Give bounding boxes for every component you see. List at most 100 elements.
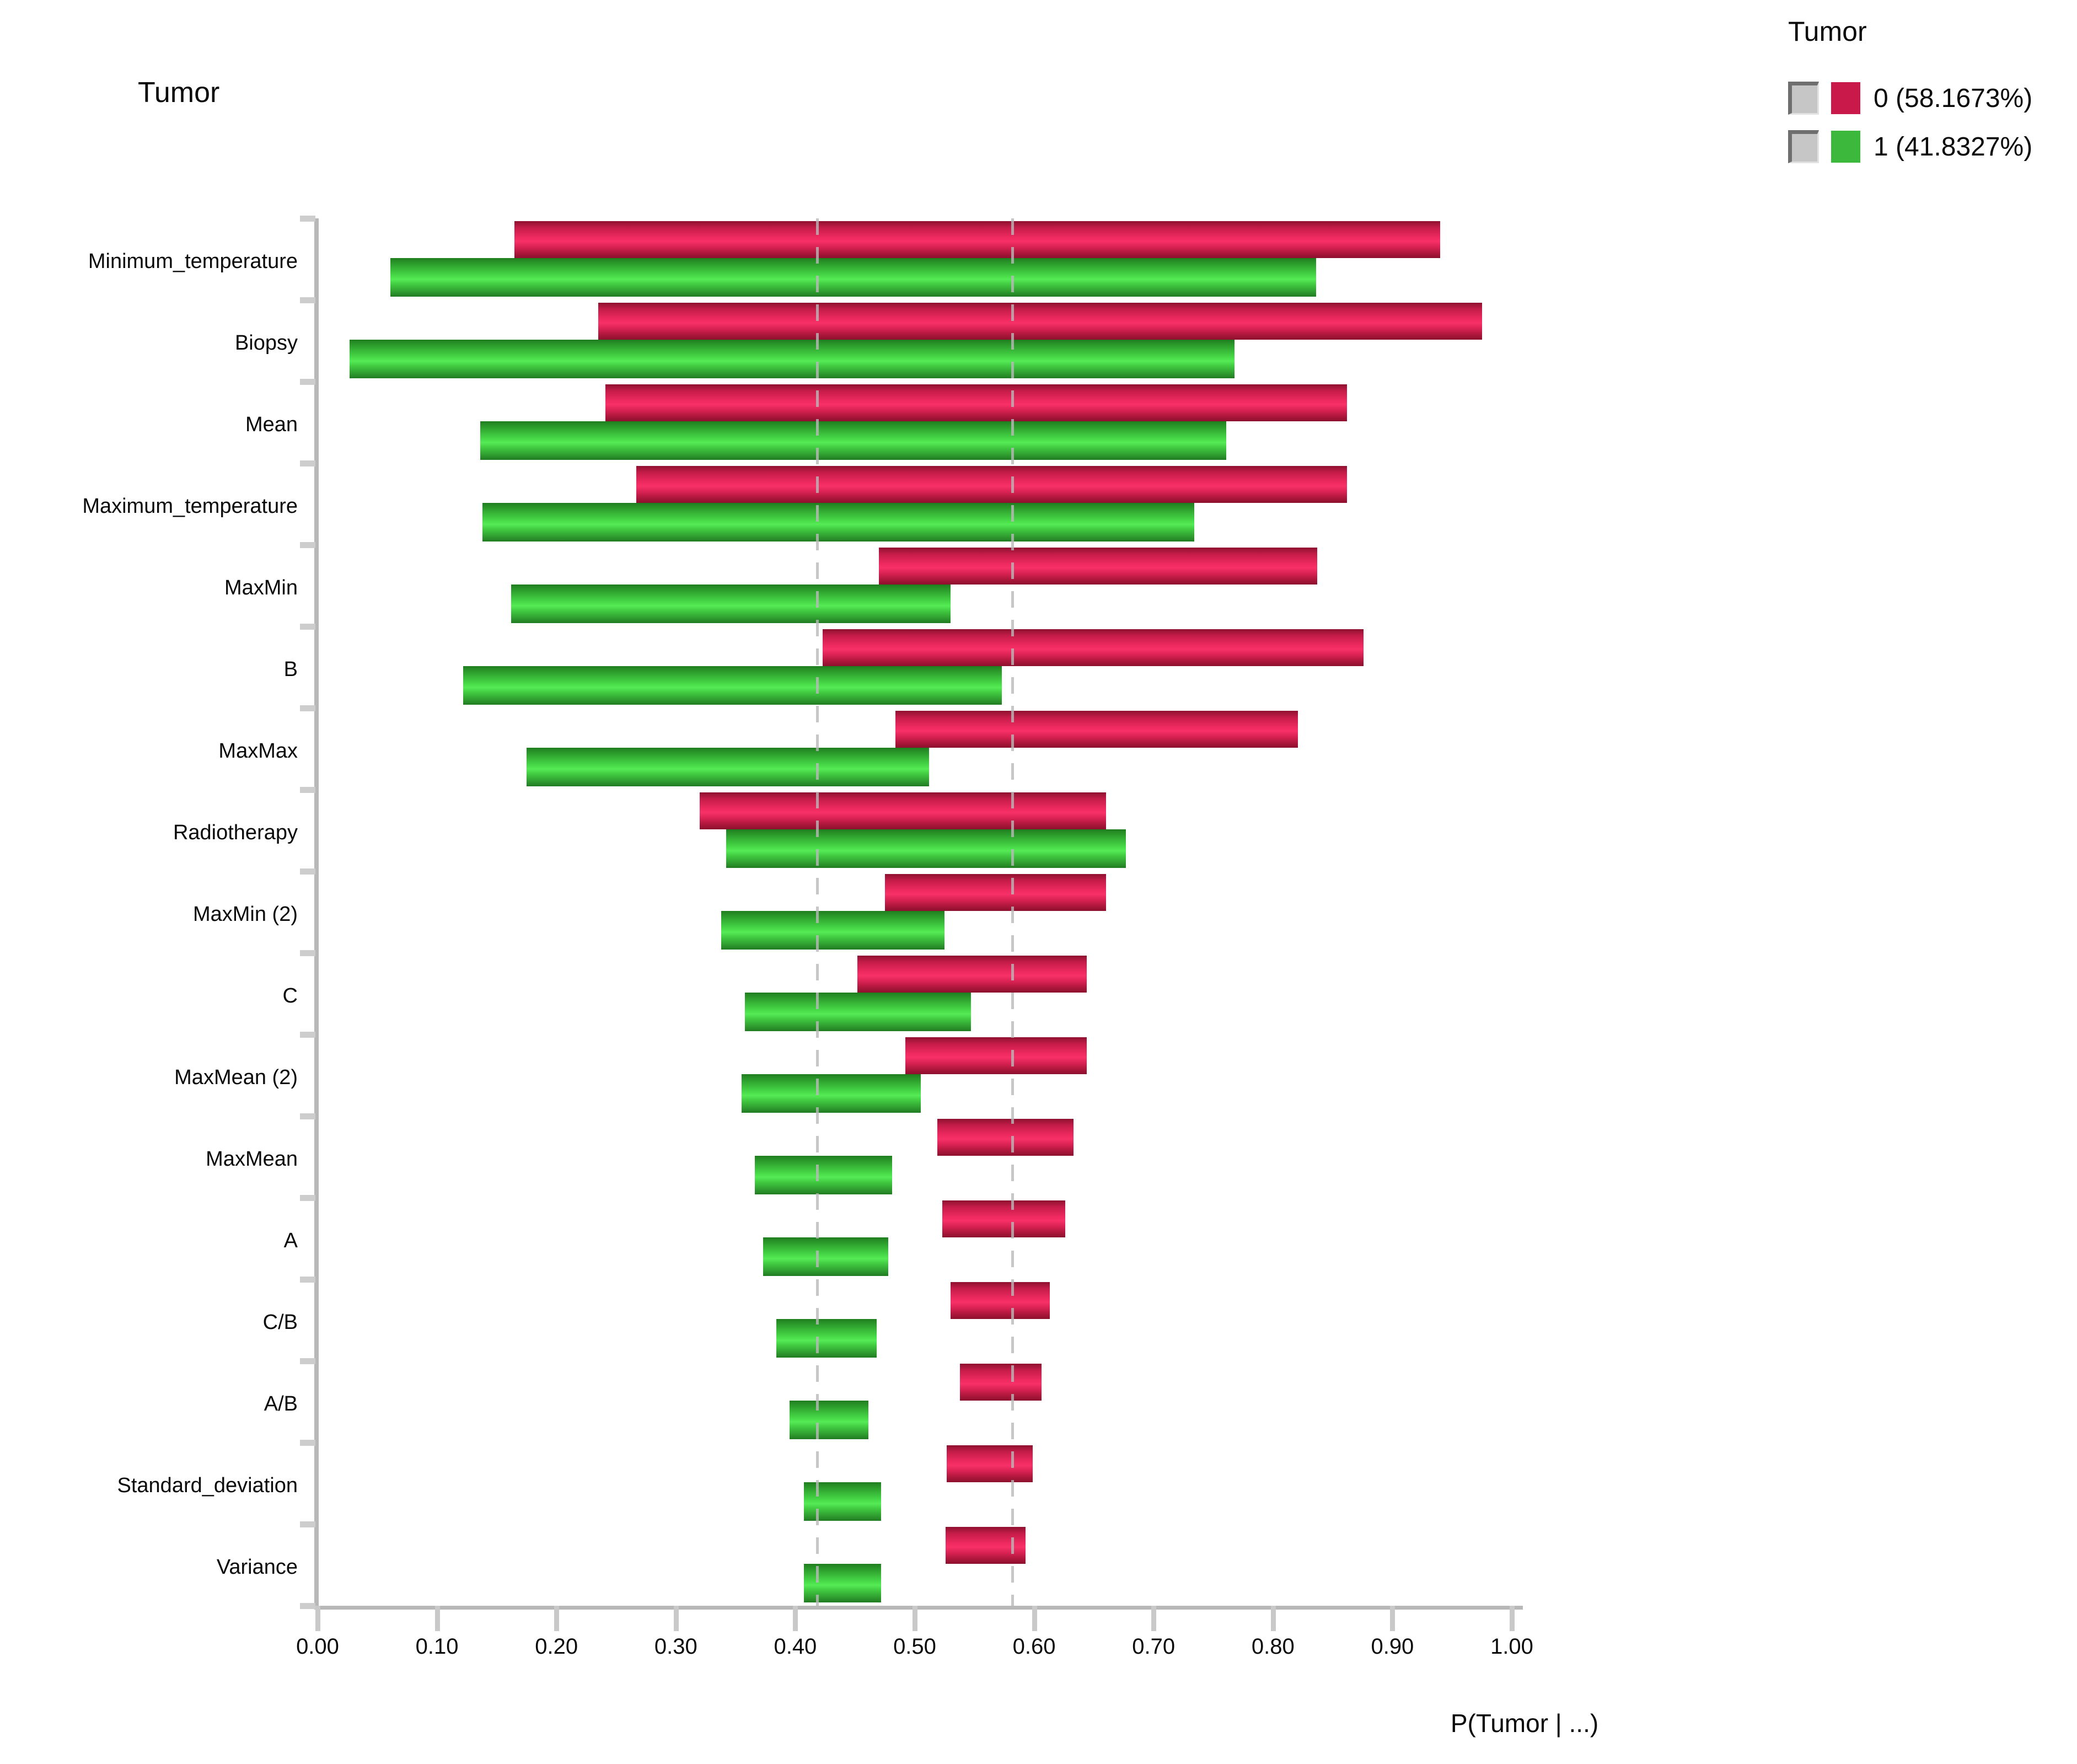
bar-state0[interactable] [884, 874, 1106, 911]
x-axis-tick [1151, 1606, 1157, 1631]
y-axis-tick [300, 297, 315, 303]
x-axis-tick [1270, 1606, 1276, 1631]
category-label: A [283, 1229, 298, 1252]
bar-state1[interactable] [745, 993, 971, 1031]
x-tick-label: 0.10 [415, 1634, 459, 1659]
legend-color-swatch [1831, 131, 1860, 163]
x-axis-tick [315, 1606, 320, 1631]
legend-title: Tumor [1788, 16, 1867, 47]
y-axis-tick [300, 1521, 315, 1527]
bar-state0[interactable] [950, 1282, 1050, 1319]
bar-state0[interactable] [700, 792, 1106, 829]
category-label: MaxMean [206, 1148, 298, 1171]
chart-title: Tumor [138, 77, 220, 109]
legend-checkbox[interactable] [1788, 82, 1819, 115]
bar-state0[interactable] [960, 1364, 1042, 1401]
category-label: C [282, 984, 298, 1007]
y-axis-line [314, 218, 319, 1609]
x-tick-label: 0.50 [893, 1634, 936, 1659]
legend-color-swatch [1831, 82, 1860, 114]
y-axis-tick [300, 542, 315, 548]
bar-state0[interactable] [947, 1445, 1033, 1482]
bar-state1[interactable] [754, 1156, 892, 1194]
y-axis-tick [300, 950, 315, 956]
bar-state1[interactable] [527, 748, 929, 786]
x-axis-tick [554, 1606, 560, 1631]
bar-state1[interactable] [803, 1564, 882, 1602]
legend-item-label: 0 (58.1673%) [1874, 83, 2033, 113]
x-axis-tick [793, 1606, 798, 1631]
x-tick-label: 0.80 [1251, 1634, 1295, 1659]
category-label: Radiotherapy [173, 821, 298, 844]
x-tick-label: 0.40 [774, 1634, 817, 1659]
x-axis-tick [434, 1606, 440, 1631]
x-tick-label: 1.00 [1490, 1634, 1533, 1659]
category-label: Minimum_temperature [88, 250, 298, 273]
y-axis-tick [300, 705, 315, 711]
bar-state0[interactable] [942, 1200, 1065, 1237]
y-axis-tick [300, 1603, 315, 1609]
bar-state1[interactable] [721, 911, 945, 950]
y-axis-tick [300, 1358, 315, 1364]
category-label: MaxMax [218, 739, 298, 763]
bar-state1[interactable] [726, 829, 1126, 868]
y-axis-tick [300, 868, 315, 875]
category-label: MaxMean (2) [174, 1066, 298, 1089]
bar-state0[interactable] [605, 384, 1348, 421]
x-axis-tick [1032, 1606, 1037, 1631]
category-label: MaxMin [224, 576, 298, 599]
bar-state0[interactable] [895, 711, 1298, 748]
category-label: Variance [216, 1556, 298, 1579]
x-axis-tick [673, 1606, 679, 1631]
y-axis-tick [300, 216, 315, 222]
y-axis-tick [300, 1113, 315, 1119]
x-axis-title: P(Tumor | ...) [1450, 1709, 1599, 1738]
bar-state0[interactable] [514, 221, 1441, 258]
reference-line [816, 218, 819, 1606]
y-axis-tick [300, 1032, 315, 1038]
category-label: Maximum_temperature [82, 495, 298, 518]
bar-state0[interactable] [857, 956, 1087, 993]
x-tick-label: 0.90 [1371, 1634, 1414, 1659]
legend-item-label: 1 (41.8327%) [1874, 132, 2033, 162]
bar-state0[interactable] [823, 629, 1364, 666]
x-axis-tick [1510, 1606, 1515, 1631]
bar-state1[interactable] [803, 1482, 882, 1521]
category-label: A/B [264, 1392, 298, 1416]
y-axis-tick [300, 1195, 315, 1201]
x-axis-line [314, 1606, 1523, 1610]
bar-state0[interactable] [598, 303, 1482, 340]
legend-item[interactable]: 1 (41.8327%) [1788, 130, 2032, 164]
bar-state1[interactable] [789, 1401, 868, 1439]
bar-state0[interactable] [879, 548, 1317, 585]
y-axis-tick [300, 787, 315, 793]
y-axis-tick [300, 1277, 315, 1283]
bar-state0[interactable] [937, 1119, 1074, 1156]
x-tick-label: 0.70 [1132, 1634, 1176, 1659]
category-label: C/B [262, 1311, 298, 1334]
y-axis-tick [300, 624, 315, 630]
legend: Tumor 0 (58.1673%) 1 (41.8327%) [1788, 15, 2032, 179]
bar-state1[interactable] [390, 258, 1316, 297]
legend-item[interactable]: 0 (58.1673%) [1788, 82, 2032, 116]
bar-state1[interactable] [741, 1074, 921, 1113]
bar-state1[interactable] [463, 666, 1002, 705]
category-label: Biopsy [234, 331, 298, 355]
category-label: Mean [245, 413, 298, 436]
x-tick-label: 0.30 [654, 1634, 697, 1659]
x-tick-label: 0.00 [296, 1634, 339, 1659]
category-label: MaxMin (2) [192, 903, 298, 926]
bar-state1[interactable] [480, 421, 1227, 460]
category-label: Standard_deviation [117, 1474, 298, 1497]
bar-state0[interactable] [905, 1037, 1087, 1074]
bar-state1[interactable] [482, 503, 1194, 541]
bar-state1[interactable] [350, 340, 1235, 378]
legend-checkbox[interactable] [1788, 130, 1819, 163]
x-axis-tick [913, 1606, 917, 1631]
x-axis-tick [1390, 1606, 1396, 1631]
bar-state1[interactable] [511, 585, 951, 623]
bar-state0[interactable] [636, 466, 1348, 503]
x-tick-label: 0.60 [1012, 1634, 1056, 1659]
bar-state1[interactable] [763, 1237, 889, 1276]
bar-state1[interactable] [776, 1319, 877, 1358]
